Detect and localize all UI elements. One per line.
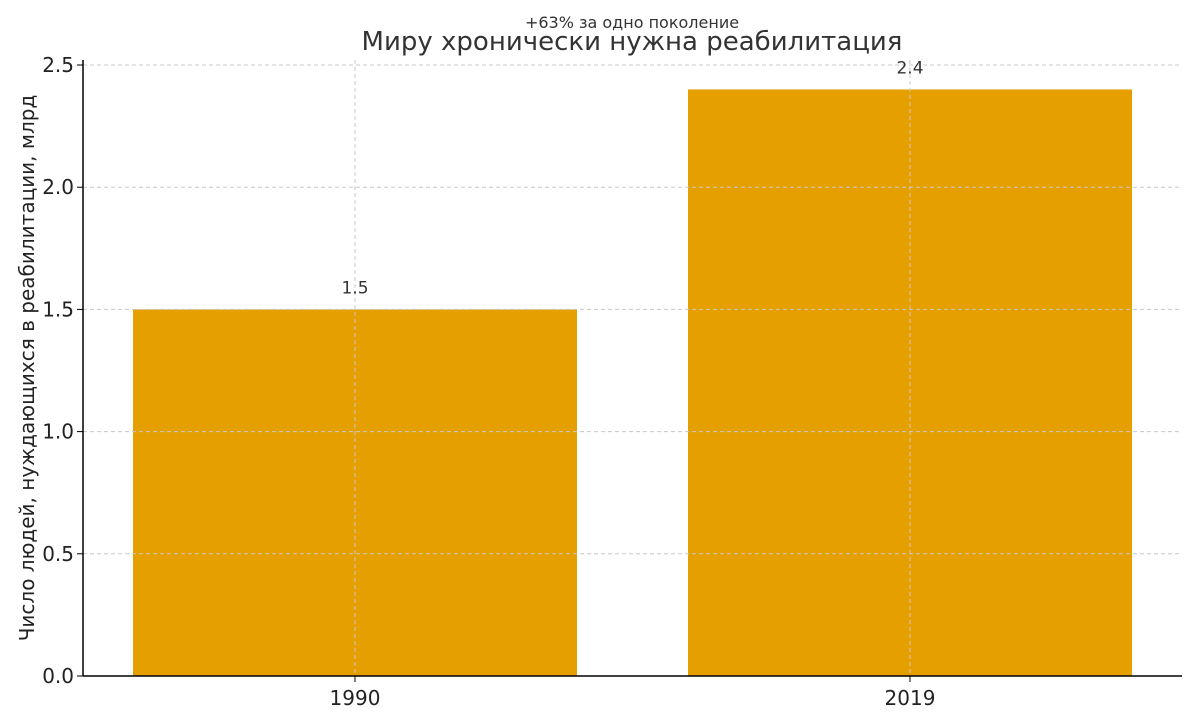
data-label-1990: 1.5 — [341, 278, 368, 298]
y-tick-label: 0.5 — [42, 542, 74, 566]
y-tick-label: 1.5 — [42, 297, 74, 321]
x-ticks: 1990 2019 — [330, 676, 936, 710]
y-ticks: 0.0 0.5 1.0 1.5 2.0 2.5 — [42, 53, 83, 688]
x-tick-label: 2019 — [885, 686, 936, 710]
bars — [133, 89, 1132, 676]
x-tick-label: 1990 — [330, 686, 381, 710]
data-labels: 1.5 2.4 — [341, 58, 923, 298]
y-axis-label: Число людей, нуждающихся в реабилитации,… — [15, 95, 39, 642]
data-label-2019: 2.4 — [896, 58, 923, 78]
y-tick-label: 2.5 — [42, 53, 74, 77]
chart-title: Миру хронически нужна реабилитация — [362, 27, 903, 57]
chart-subtitle: +63% за одно поколение — [525, 13, 739, 32]
y-tick-label: 1.0 — [42, 420, 74, 444]
y-tick-label: 0.0 — [42, 664, 74, 688]
y-tick-label: 2.0 — [42, 175, 74, 199]
